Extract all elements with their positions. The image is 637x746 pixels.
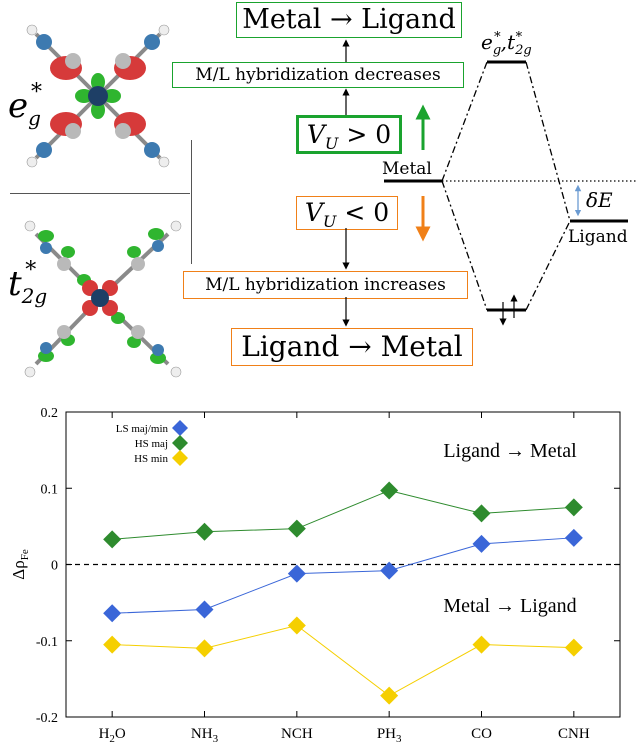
legend-marker (172, 435, 188, 451)
data-point-hs-maj (472, 504, 491, 523)
x-tick-label: NH3 (191, 726, 219, 742)
metal-to-ligand-box: Metal → Ligand (236, 2, 462, 38)
legend-label: HS maj (135, 438, 168, 450)
vertical-separator (191, 140, 192, 264)
delta-rho-chart: -0.2 -0.1 0 0.1 0.2 H2O NH3 NCH PH3 CO CNH ΔρFe LS m… (9, 406, 621, 745)
annotation-metal-to-ligand: Metal → Ligand (443, 595, 576, 617)
chart-panel: -0.2 -0.1 0 0.1 0.2 H2O NH3 NCH PH3 CO CNH ΔρFe LS m… (0, 390, 637, 745)
eg-orbital-label: eg* (8, 80, 42, 130)
metal-level-label: Metal (382, 159, 432, 179)
data-point-hs-min (103, 635, 122, 654)
x-tick-label: NCH (281, 726, 313, 742)
annotation-ligand-to-metal: Ligand → Metal (443, 440, 577, 462)
data-point-ls-maj-min (472, 534, 491, 553)
x-tick-label: CO (471, 726, 492, 742)
ligand-level-label: Ligand (568, 227, 628, 247)
y-tick-label: 0 (51, 559, 58, 574)
y-tick-label: -0.2 (36, 711, 58, 726)
legend-marker (172, 450, 188, 466)
flow-and-level-diagram (342, 39, 636, 327)
y-axis-label: ΔρFe (9, 549, 31, 580)
data-point-hs-min (287, 616, 306, 635)
data-point-hs-maj (564, 498, 583, 517)
eg-orbital-molecule-image (26, 24, 170, 168)
x-tick-label: H2O (99, 726, 126, 742)
data-point-hs-min (195, 639, 214, 658)
series-line-ls-maj-min (112, 537, 574, 614)
data-point-ls-maj-min (380, 561, 399, 580)
data-point-hs-min (472, 635, 491, 654)
y-tick-label: -0.1 (36, 635, 58, 650)
x-tick-label: PH3 (377, 726, 402, 742)
data-point-hs-min (564, 638, 583, 657)
vu-negative-box: VU < 0 (296, 196, 398, 231)
ligand-to-metal-box: Ligand → Metal (231, 328, 473, 366)
data-point-hs-min (380, 686, 399, 705)
data-point-ls-maj-min (287, 564, 306, 583)
data-point-ls-maj-min (103, 604, 122, 623)
data-point-hs-maj (103, 530, 122, 549)
data-point-ls-maj-min (195, 600, 214, 619)
data-point-ls-maj-min (564, 528, 583, 547)
legend-label: LS maj/min (116, 423, 169, 435)
upper-level-label: eg*,t2g* (481, 30, 532, 58)
hybridization-decreases-box: M/L hybridization decreases (172, 62, 464, 88)
series-line-hs-min (112, 624, 574, 697)
data-point-hs-maj (287, 519, 306, 538)
t2g-orbital-molecule-image (24, 220, 182, 378)
delta-e-label: δE (586, 188, 613, 212)
y-tick-label: 0.1 (41, 482, 59, 497)
data-point-hs-maj (195, 522, 214, 541)
vu-positive-box: VU > 0 (296, 115, 402, 154)
t2g-orbital-label: t2g* (8, 258, 48, 308)
x-tick-label: CNH (558, 726, 590, 742)
legend-label: HS min (134, 453, 168, 465)
y-tick-label: 0.2 (41, 406, 59, 421)
horizontal-separator (10, 193, 190, 194)
data-point-hs-maj (380, 481, 399, 500)
hybridization-increases-box: M/L hybridization increases (183, 271, 468, 299)
series-line-hs-maj (112, 490, 574, 540)
schematic-panel: eg* t2g* Metal → Ligand M/L hybridizatio… (8, 2, 636, 378)
legend-marker (172, 420, 188, 436)
